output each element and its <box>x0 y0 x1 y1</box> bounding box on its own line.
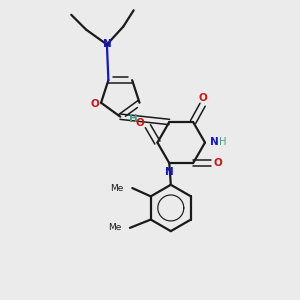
Text: O: O <box>136 118 144 128</box>
Text: H: H <box>129 114 138 124</box>
Text: O: O <box>90 99 99 109</box>
Text: N: N <box>210 137 219 147</box>
Text: Me: Me <box>111 184 124 193</box>
Text: Me: Me <box>108 224 122 232</box>
Text: N: N <box>165 167 174 177</box>
Text: O: O <box>214 158 223 168</box>
Text: O: O <box>198 93 207 103</box>
Text: H: H <box>219 137 226 147</box>
Text: N: N <box>103 40 111 50</box>
